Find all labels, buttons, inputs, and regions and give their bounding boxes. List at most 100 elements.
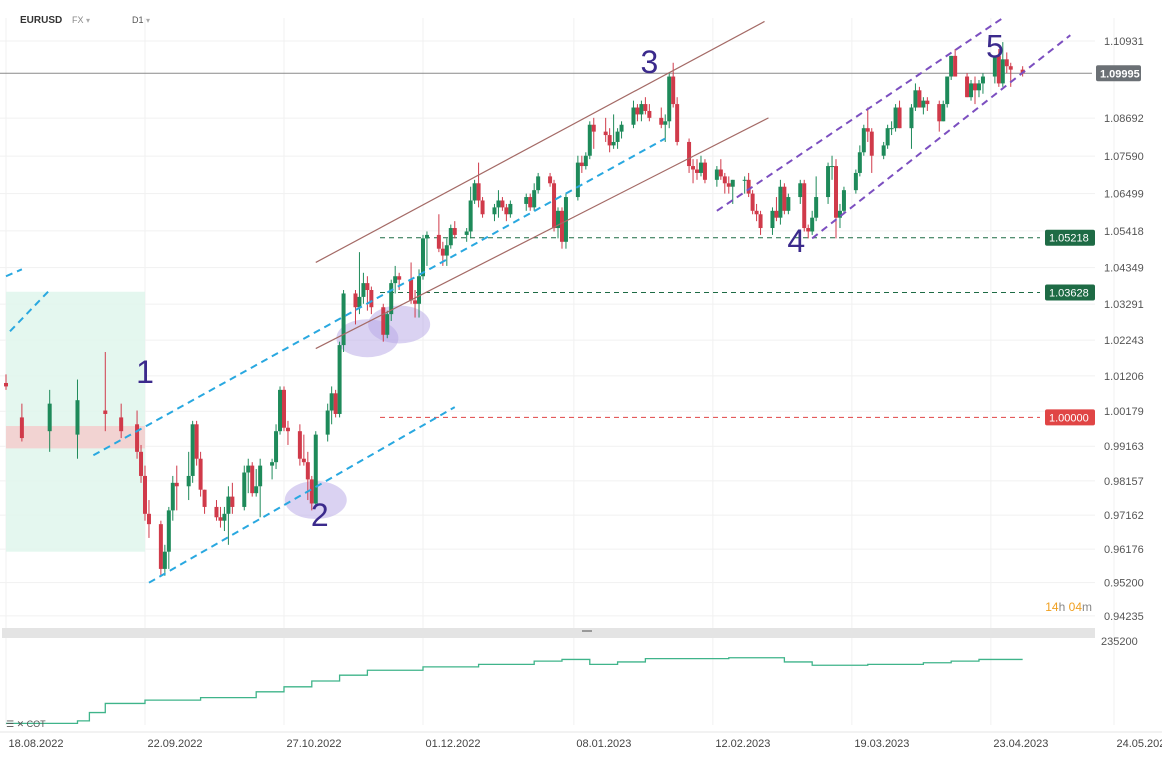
y-tick-label: 0.96176 <box>1104 544 1144 556</box>
y-tick-label: 1.10931 <box>1104 36 1144 48</box>
price-badge-label: 1.00000 <box>1049 412 1089 424</box>
trendline[interactable] <box>811 34 1071 240</box>
candle <box>702 162 707 180</box>
candle <box>313 434 318 504</box>
indicator-menu-icon[interactable]: ☰ <box>6 719 15 729</box>
candle <box>254 486 259 494</box>
candle <box>953 55 958 77</box>
candle <box>691 166 696 170</box>
symbol-label[interactable]: EURUSD <box>20 15 63 26</box>
candle <box>853 172 858 191</box>
candle <box>480 200 485 215</box>
candle <box>365 283 370 291</box>
candle <box>556 210 561 229</box>
candle <box>830 166 835 168</box>
candle <box>424 234 429 239</box>
candle <box>897 107 902 129</box>
candle <box>528 197 533 208</box>
trendline[interactable] <box>9 289 51 333</box>
candle <box>714 169 719 180</box>
trendline[interactable] <box>315 117 769 350</box>
candle <box>973 83 978 91</box>
candle <box>409 279 414 301</box>
y-tick-label: 1.02243 <box>1104 335 1144 347</box>
panel-divider[interactable] <box>2 628 1095 638</box>
y-tick-label: 1.08692 <box>1104 113 1144 125</box>
candle <box>603 131 608 136</box>
chevron-down-icon: ▾ <box>146 16 151 25</box>
candle <box>913 90 918 108</box>
trendline[interactable] <box>5 268 23 278</box>
x-tick-label: 22.09.2022 <box>147 738 202 750</box>
countdown-m-unit: m <box>1082 600 1092 614</box>
candle <box>583 155 588 167</box>
candle <box>230 496 235 507</box>
candle <box>841 190 846 211</box>
candle <box>941 104 946 122</box>
candle <box>270 462 275 466</box>
x-tick-label: 23.04.2023 <box>993 738 1048 750</box>
candle <box>834 166 839 218</box>
trendline[interactable] <box>148 406 456 584</box>
candle <box>969 83 974 98</box>
candle <box>417 276 422 304</box>
candle <box>381 307 386 335</box>
candle <box>575 162 580 198</box>
candle <box>774 210 779 218</box>
candle <box>222 513 227 521</box>
timeframe-selector[interactable]: D1 ▾ <box>132 15 150 25</box>
candle <box>353 293 358 308</box>
market-label[interactable]: FX ▾ <box>72 15 90 25</box>
candle <box>305 462 310 480</box>
y-tick-label: 1.01206 <box>1104 371 1144 383</box>
candle <box>281 389 286 428</box>
candle <box>667 76 672 122</box>
candle <box>992 55 997 77</box>
y-tick-label: 0.98157 <box>1104 476 1144 488</box>
cot-top-label: 235200 <box>1101 636 1138 648</box>
candle <box>750 193 755 211</box>
candle <box>695 169 700 173</box>
candle <box>810 217 815 232</box>
candle <box>893 107 898 129</box>
price-badge-label: 1.09995 <box>1100 68 1140 80</box>
candle <box>500 200 505 208</box>
candle <box>242 472 247 507</box>
candle <box>19 417 24 439</box>
candle <box>758 214 763 229</box>
candle <box>857 152 862 173</box>
wave-label: 4 <box>787 223 805 259</box>
candle <box>202 489 207 507</box>
trendline[interactable] <box>92 137 666 457</box>
candle <box>786 197 791 211</box>
candle <box>397 276 402 280</box>
candle <box>730 179 735 187</box>
price-badge-label: 1.05218 <box>1049 233 1089 245</box>
candle <box>861 128 866 153</box>
candle <box>142 475 147 514</box>
candle <box>647 110 652 118</box>
trendline[interactable] <box>315 20 765 263</box>
candle <box>250 465 255 494</box>
candle <box>444 245 449 256</box>
candle <box>722 176 727 184</box>
candle <box>837 210 842 218</box>
candle <box>635 107 640 115</box>
candle <box>754 210 759 215</box>
candle <box>337 345 342 414</box>
candle <box>472 183 477 201</box>
candle <box>103 410 108 414</box>
candle <box>448 228 453 246</box>
trendline[interactable] <box>716 17 1004 212</box>
candle <box>139 451 144 476</box>
candle <box>468 200 473 232</box>
candle <box>218 517 223 521</box>
candle <box>504 207 509 215</box>
candle <box>1004 59 1009 67</box>
candle <box>492 207 497 215</box>
candle <box>746 179 751 194</box>
close-icon[interactable]: ✕ <box>16 719 25 729</box>
indicator-label[interactable]: ☰ ✕ COT <box>6 719 46 730</box>
candle <box>246 465 251 473</box>
